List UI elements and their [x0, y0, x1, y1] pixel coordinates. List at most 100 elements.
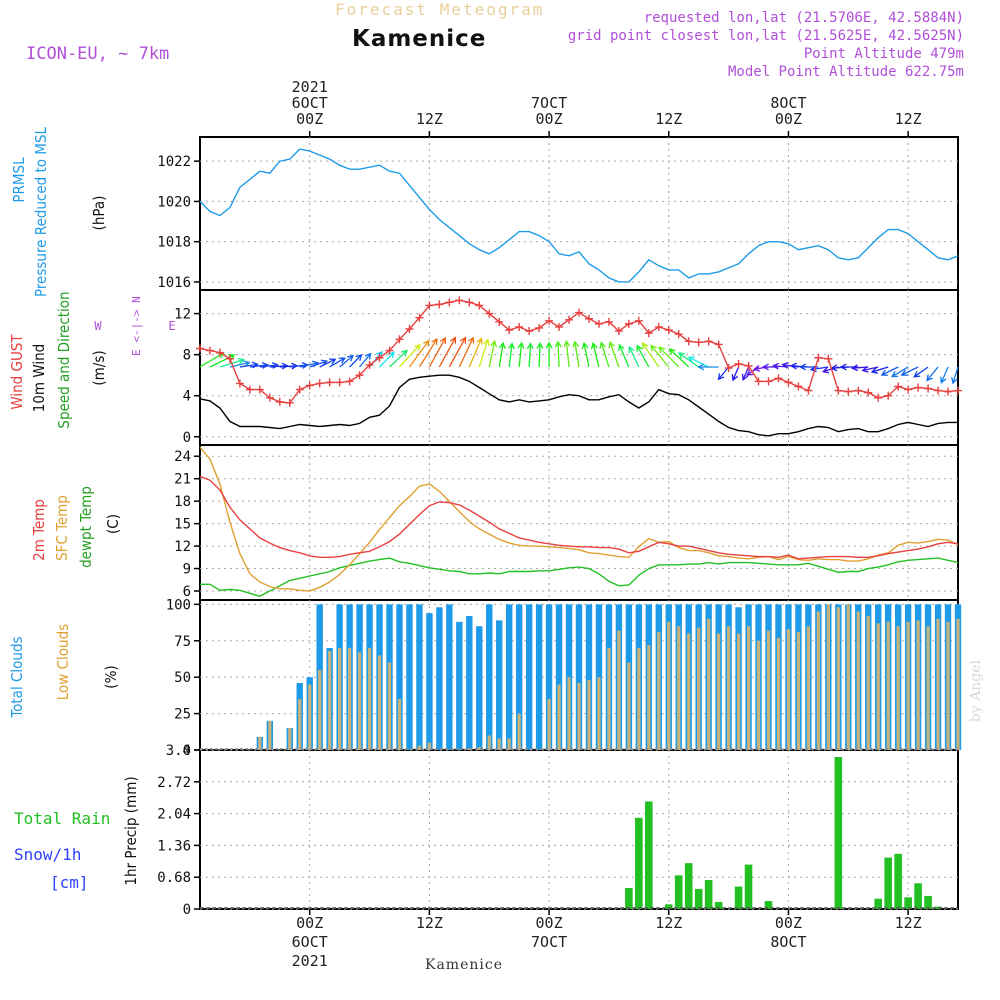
low-cloud-bar [288, 728, 292, 750]
wind-arrow-head [677, 352, 686, 359]
wind-arrow [428, 337, 446, 368]
low-cloud-bar [916, 620, 920, 750]
low-cloud-bar [547, 699, 551, 750]
gust-marker [904, 385, 913, 394]
wind-arrow-head [687, 356, 695, 363]
bottom-axis-label: 8OCT [770, 933, 806, 951]
wind-arrow-head [951, 377, 958, 385]
top-axis-label: 8OCT [770, 94, 806, 112]
total-cloud-bar [555, 604, 563, 750]
wind-arrow [379, 351, 395, 368]
bottom-axis-label: 2021 [292, 952, 328, 970]
low-cloud-bar [926, 626, 930, 750]
wind-arrow-head [572, 340, 580, 348]
y-tick-label-3: 0 [183, 743, 191, 759]
wind-arrow [488, 341, 496, 368]
gust-marker [335, 378, 344, 387]
gust-marker [634, 316, 643, 325]
panel-frame-4 [199, 749, 959, 910]
wind-arrow-head [364, 352, 372, 360]
wind-arrow-head [650, 344, 657, 352]
gust-marker [495, 317, 504, 326]
low-cloud-bar [697, 627, 701, 750]
wind-arrow-head [536, 341, 544, 349]
gust-marker [535, 323, 544, 332]
wind-arrow-head [261, 362, 270, 369]
bottom-axis-label: 12Z [416, 914, 443, 932]
rain-bar [834, 757, 843, 909]
total-cloud-bar [515, 604, 523, 750]
wind-arrow [458, 337, 474, 368]
wind-arrow-head [554, 340, 562, 348]
precip-label-cm: [cm] [50, 873, 89, 892]
low-cloud-bar [467, 748, 471, 750]
wind-arrow-head [281, 362, 289, 370]
wind-arrow [628, 346, 640, 368]
wind-arrow [636, 345, 650, 368]
wind-arrow-head [752, 364, 761, 372]
wind-arrow [398, 344, 421, 368]
low-cloud-bar [268, 720, 272, 750]
total-cloud-bar [436, 607, 443, 750]
gust-marker [924, 384, 933, 393]
low-cloud-bar [507, 738, 511, 750]
temp-label-2m: 2m Temp [30, 499, 48, 561]
compass-icon: E <-|-> N [130, 296, 143, 356]
low-cloud-bar [298, 699, 302, 750]
low-cloud-bar [816, 611, 820, 750]
wind-arrow [508, 343, 513, 368]
wind-arrow-head [913, 371, 921, 378]
dewpt-line [200, 557, 959, 598]
wind-arrow-head [771, 362, 780, 370]
gust-marker [834, 386, 843, 395]
top-axis-label: 12Z [895, 110, 922, 128]
y-tick-label-3: 100 [166, 597, 191, 613]
wind-arrow-head [423, 339, 430, 347]
gust-marker [565, 315, 574, 324]
wind-unit: (m/s) [90, 350, 108, 385]
wind-arrow-head [599, 341, 607, 349]
wind-arrow [913, 366, 929, 378]
wind-arrow [688, 356, 709, 368]
wind-arrow [952, 366, 959, 384]
gust-marker [644, 329, 653, 338]
gust-marker [864, 388, 873, 397]
low-cloud-bar [397, 699, 402, 750]
low-cloud-bar [776, 637, 781, 750]
panel-frame-2 [199, 444, 959, 601]
low-cloud-bar [736, 633, 741, 750]
wind-arrow [718, 366, 730, 380]
low-cloud-bar [727, 626, 731, 750]
precip-label-snow: Snow/1h [14, 845, 81, 864]
low-cloud-bar [348, 648, 352, 750]
wind-arrow [732, 366, 740, 381]
y-tick-label-2: 21 [174, 472, 191, 488]
gust-marker [515, 322, 524, 331]
y-tick-label-4: 3.4 [166, 743, 191, 759]
low-cloud-bar [308, 684, 312, 750]
wind-arrow [650, 345, 670, 368]
gust-marker [225, 354, 234, 363]
total-cloud-bar [545, 604, 553, 750]
gust-marker [465, 298, 474, 307]
wind-arrow [926, 366, 939, 381]
gust-marker [824, 354, 833, 363]
wind-label-dir: Speed and Direction [55, 291, 73, 428]
bottom-axis-label: 12Z [655, 914, 682, 932]
low-cloud-bar [517, 713, 521, 750]
wind-arrow-head [636, 344, 643, 352]
low-cloud-bar [637, 648, 641, 750]
wind-arrow-head [781, 361, 789, 369]
gust-marker [704, 337, 713, 346]
low-cloud-bar [497, 738, 501, 750]
grid-point-coords: grid point closest lon,lat (21.5625E, 42… [567, 28, 964, 44]
rain-bar [645, 801, 653, 909]
wind-arrow-head [940, 376, 947, 384]
low-cloud-bar [886, 621, 890, 750]
gust-marker [684, 337, 693, 346]
gust-marker [405, 325, 414, 334]
wind-arrow [669, 348, 690, 368]
low-cloud-bar [647, 645, 651, 750]
wind-arrow [408, 340, 430, 368]
